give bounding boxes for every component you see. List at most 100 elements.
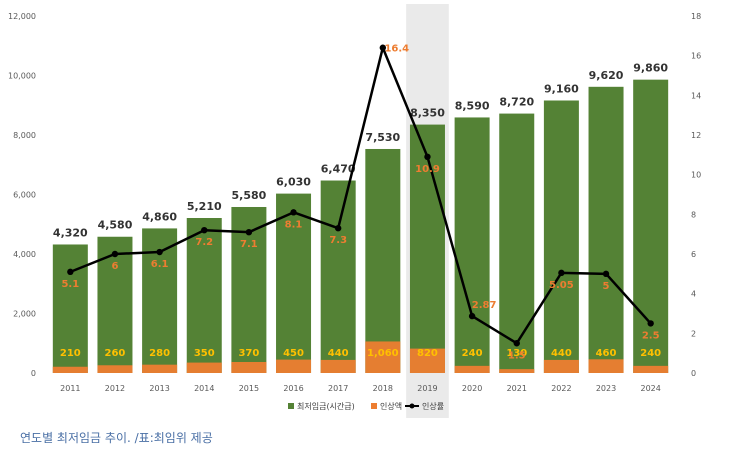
x-tick-label: 2019: [417, 384, 437, 393]
y-right-tick-label: 6: [691, 250, 696, 259]
legend-swatch-increase: [371, 403, 377, 409]
rate-point: [558, 269, 565, 277]
increase-label: 240: [462, 348, 483, 359]
wage-bar: [633, 79, 669, 373]
x-tick-label: 2023: [596, 384, 616, 393]
rate-label: 2.5: [642, 330, 660, 341]
wage-label: 7,530: [365, 131, 400, 144]
wage-bar: [409, 124, 445, 374]
x-tick-label: 2020: [462, 384, 482, 393]
x-tick-label: 2018: [373, 384, 393, 393]
rate-point: [602, 270, 610, 278]
wage-bar: [276, 193, 312, 373]
increase-label: 350: [194, 348, 215, 359]
increase-label: 450: [283, 348, 304, 359]
x-tick-label: 2013: [149, 384, 169, 393]
y-left-tick-label: 0: [31, 369, 36, 378]
rate-label: 16.4: [384, 44, 409, 55]
wage-label: 9,160: [544, 82, 579, 95]
rate-label: 5.1: [61, 279, 79, 290]
y-left-tick-label: 8,000: [13, 131, 36, 140]
legend-label-wage: 최저임금(시간급): [297, 401, 355, 411]
caption: 연도별 최저임금 추이. /표:최임위 제공: [20, 431, 213, 445]
wage-bar: [543, 100, 579, 374]
x-tick-label: 2021: [507, 384, 527, 393]
y-left-tick-label: 6,000: [13, 191, 36, 200]
rate-point: [379, 44, 387, 51]
rate-point: [156, 248, 163, 256]
rate-point: [334, 225, 342, 232]
y-right-tick-label: 4: [691, 290, 696, 299]
legend-swatch-wage: [288, 403, 294, 409]
rate-label: 1.5: [508, 350, 526, 361]
y-right-tick-label: 0: [691, 369, 696, 378]
rate-point: [111, 250, 119, 258]
rate-point: [424, 153, 431, 161]
wage-bar: [499, 113, 535, 373]
y-left-tick-label: 12,000: [8, 12, 36, 21]
increase-bar: [365, 341, 401, 373]
x-tick-label: 2022: [551, 384, 571, 393]
wage-label: 4,580: [98, 219, 133, 232]
x-tick-label: 2011: [60, 384, 80, 393]
chart-panel: 0 2,000 4,000 6,000 8,000 10,000 12,000 0 2 4 6 8 10…: [8, 0, 707, 420]
wage-bar: [186, 218, 222, 373]
y-right-tick-label: 10: [691, 171, 701, 180]
y-right-tick-label: 18: [691, 12, 701, 21]
rate-point: [468, 312, 476, 320]
rate-label: 5: [603, 281, 610, 292]
chart: 0 2,000 4,000 6,000 8,000 10,000 12,000 0 2 4 6 8 10…: [8, 4, 701, 418]
wage-label: 4,320: [53, 226, 88, 239]
rate-label: 7.3: [329, 235, 347, 246]
increase-bar: [231, 361, 267, 373]
increase-bar: [409, 348, 445, 373]
increase-label: 440: [328, 348, 349, 359]
increase-bar: [633, 365, 669, 373]
x-tick-label: 2015: [239, 384, 259, 393]
rate-label: 7.1: [240, 239, 258, 250]
increase-label: 370: [238, 348, 259, 359]
rate-point: [647, 320, 654, 327]
wage-bar: [365, 148, 401, 373]
rate-line: [69, 46, 652, 345]
wage-bar: [320, 180, 356, 373]
increase-bar: [142, 364, 178, 373]
increase-bar: [97, 365, 133, 373]
rate-label: 8.1: [285, 219, 303, 230]
increase-label: 440: [551, 348, 572, 359]
wage-label: 4,860: [142, 210, 177, 223]
y-right-tick-label: 12: [691, 131, 701, 140]
increase-bar: [186, 362, 222, 373]
caption-bar: 연도별 최저임금 추이. /표:최임위 제공: [8, 420, 707, 455]
x-tick-label: 2024: [640, 384, 660, 393]
wage-label: 6,030: [276, 176, 311, 189]
increase-bar: [320, 359, 356, 373]
increase-label: 260: [105, 348, 126, 359]
increase-bar: [52, 366, 88, 373]
rate-point: [67, 268, 74, 276]
wage-label: 6,470: [321, 163, 356, 176]
wage-label: 8,350: [410, 107, 445, 120]
increase-label: 280: [149, 348, 170, 359]
x-tick-label: 2017: [328, 384, 348, 393]
rate-label: 6: [111, 261, 118, 272]
x-tick-label: 2014: [194, 384, 214, 393]
x-tick-label: 2012: [105, 384, 125, 393]
rate-point: [513, 340, 520, 347]
wage-label: 9,620: [589, 69, 624, 82]
wage-label: 5,210: [187, 200, 222, 213]
rate-point: [201, 227, 208, 234]
rate-point: [245, 228, 253, 236]
y-right-tick-label: 16: [691, 52, 701, 61]
wage-label: 5,580: [231, 189, 266, 202]
y-left-tick-label: 10,000: [8, 72, 36, 81]
increase-label: 1,060: [367, 348, 399, 359]
increase-bar: [276, 359, 312, 373]
wage-label: 9,860: [633, 62, 668, 75]
increase-bar: [588, 359, 624, 373]
rate-label: 5.05: [549, 280, 574, 291]
wage-bar: [454, 117, 490, 373]
rate-label: 10.9: [415, 164, 440, 175]
increase-bar: [499, 369, 535, 373]
